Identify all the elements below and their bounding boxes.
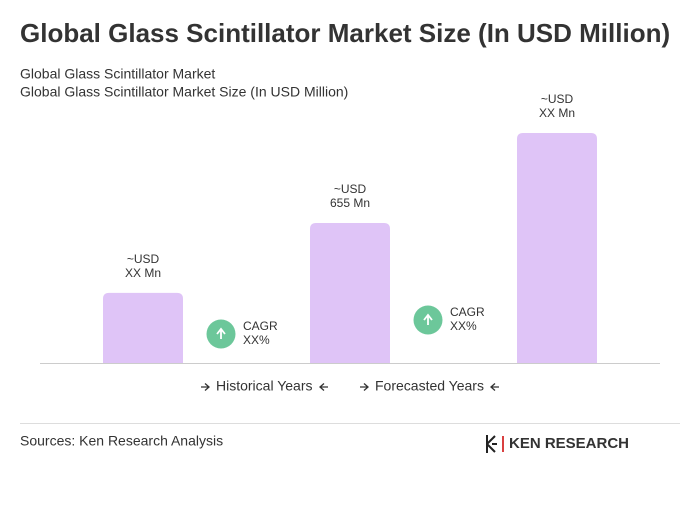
source: Sources: Ken Research Analysis: [20, 433, 223, 449]
legend-label: Forecasted Years: [375, 378, 484, 394]
cagr-label: XX%: [450, 319, 477, 333]
subtitle: Global Glass Scintillator Market Size (I…: [20, 84, 348, 100]
legend-label: Historical Years: [216, 378, 313, 394]
value-label: ~USD: [334, 182, 367, 196]
brand: KEN RESEARCH: [509, 435, 629, 452]
chart-title: Global Glass Scintillator Market Size (I…: [20, 18, 670, 48]
arrow: [319, 383, 328, 391]
legend: Historical Years Forecasted Years: [201, 378, 499, 394]
bar: [517, 133, 597, 363]
cagr-arrow: [423, 313, 433, 325]
cagr-label: CAGR: [450, 305, 485, 319]
value-label: ~USD: [541, 92, 574, 106]
arrow: [360, 383, 369, 391]
value-label: 655 Mn: [330, 196, 370, 210]
value-label: XX Mn: [539, 106, 575, 120]
value-label: XX Mn: [125, 266, 161, 280]
arrow: [490, 383, 499, 391]
subtitle: Global Glass Scintillator Market: [20, 66, 215, 82]
logo-icon: [486, 435, 497, 453]
cagr-label: CAGR: [243, 319, 278, 333]
bar: [103, 292, 183, 363]
value-label: ~USD: [127, 252, 160, 266]
cagr-label: XX%: [243, 333, 270, 347]
arrow: [201, 383, 210, 391]
bar: [310, 222, 390, 363]
logo: KEN RESEARCH: [486, 435, 629, 453]
cagr-arrow: [216, 327, 226, 339]
